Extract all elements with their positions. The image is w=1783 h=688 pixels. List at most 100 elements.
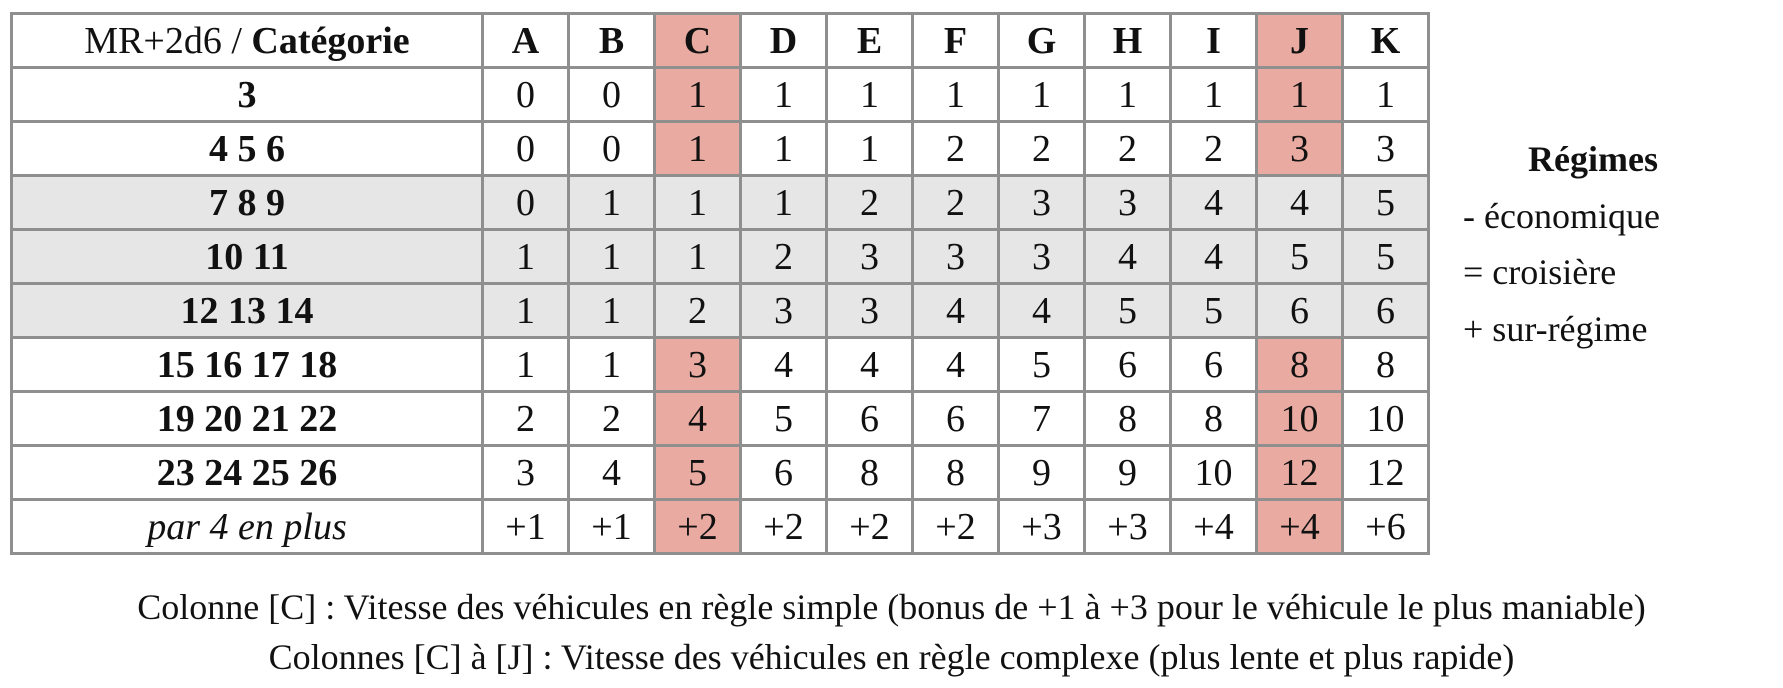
table-cell: 6 — [1255, 282, 1344, 339]
footer-label: par 4 en plus — [10, 498, 484, 555]
table-cell: 10 — [1169, 444, 1258, 501]
table-cell: 1 — [567, 282, 656, 339]
table-cell: 12 — [1341, 444, 1430, 501]
table-cell: 2 — [481, 390, 570, 447]
table-cell: 0 — [567, 120, 656, 177]
table-cell: 1 — [567, 174, 656, 231]
table-cell: 0 — [567, 66, 656, 123]
regime-economique: - économique — [1463, 195, 1660, 236]
table-cell: 3 — [653, 336, 742, 393]
row-label: 4 5 6 — [10, 120, 484, 177]
table-cell: 1 — [481, 228, 570, 285]
footer-cell: +1 — [481, 498, 570, 555]
table-cell: 3 — [997, 174, 1086, 231]
column-header-k: K — [1341, 12, 1430, 69]
table-cell: 6 — [825, 390, 914, 447]
table-cell: 3 — [997, 228, 1086, 285]
table-row: 12 13 14 1 1 2 3 3 4 4 5 5 6 6 — [10, 282, 1430, 339]
table-cell: 1 — [997, 66, 1086, 123]
table-cell: 1 — [739, 174, 828, 231]
table-cell: 1 — [739, 120, 828, 177]
table-cell: 0 — [481, 66, 570, 123]
table-cell: 4 — [653, 390, 742, 447]
note-simple-rule: Colonne [C] : Vitesse des véhicules en r… — [137, 587, 1646, 627]
table-cell: 1 — [825, 120, 914, 177]
footer-row: par 4 en plus +1 +1 +2 +2 +2 +2 +3 +3 +4 +4 +6 — [10, 498, 1430, 555]
table-cell: 6 — [1083, 336, 1172, 393]
table-cell: 3 — [739, 282, 828, 339]
table-cell: 1 — [1083, 66, 1172, 123]
table-cell: 4 — [997, 282, 1086, 339]
table-cell: 0 — [481, 174, 570, 231]
footer-cell: +1 — [567, 498, 656, 555]
footer-cell: +4 — [1169, 498, 1258, 555]
table-cell: 1 — [825, 66, 914, 123]
table-cell: 5 — [1341, 174, 1430, 231]
table-cell: 2 — [911, 120, 1000, 177]
table-cell: 5 — [653, 444, 742, 501]
table-cell: 1 — [653, 174, 742, 231]
table-cell: 12 — [1255, 444, 1344, 501]
table-cell: 1 — [911, 66, 1000, 123]
table-cell: 1 — [481, 336, 570, 393]
note-complex-rule: Colonnes [C] à [J] : Vitesse des véhicul… — [268, 637, 1515, 677]
table-cell: 8 — [1341, 336, 1430, 393]
table-cell: 1 — [1255, 66, 1344, 123]
column-header-c: C — [653, 12, 742, 69]
table-cell: 8 — [1169, 390, 1258, 447]
footer-cell: +2 — [825, 498, 914, 555]
table-cell: 4 — [1083, 228, 1172, 285]
corner-header: MR+2d6 / Catégorie — [10, 12, 484, 69]
table-cell: 6 — [911, 390, 1000, 447]
footer-cell: +3 — [997, 498, 1086, 555]
table-cell: 3 — [825, 228, 914, 285]
row-label: 23 24 25 26 — [10, 444, 484, 501]
table-cell: 4 — [1169, 228, 1258, 285]
column-header-f: F — [911, 12, 1000, 69]
table-cell: 3 — [825, 282, 914, 339]
regimes-title: Régimes — [1528, 139, 1658, 179]
table-cell: 5 — [997, 336, 1086, 393]
table-cell: 1 — [1169, 66, 1258, 123]
table-cell: 3 — [911, 228, 1000, 285]
speed-table: MR+2d6 / Catégorie A B C D E F G H I J K 3 0 0 1 1 1 1 1 1 1 1… — [10, 12, 1430, 555]
table-cell: 7 — [997, 390, 1086, 447]
table-cell: 4 — [1255, 174, 1344, 231]
table-cell: 2 — [1169, 120, 1258, 177]
notes: Colonne [C] : Vitesse des véhicules en r… — [0, 582, 1783, 682]
table-cell: 6 — [739, 444, 828, 501]
table-cell: 3 — [1341, 120, 1430, 177]
table-cell: 5 — [1169, 282, 1258, 339]
table-cell: 9 — [997, 444, 1086, 501]
row-label: 15 16 17 18 — [10, 336, 484, 393]
corner-prefix: MR+2d6 / — [84, 19, 252, 62]
regime-croisiere: = croisière — [1463, 252, 1617, 292]
table-cell: 5 — [1341, 228, 1430, 285]
footer-cell: +2 — [911, 498, 1000, 555]
footer-cell: +3 — [1083, 498, 1172, 555]
table-cell: 2 — [911, 174, 1000, 231]
table-cell: 2 — [825, 174, 914, 231]
table-cell: 8 — [825, 444, 914, 501]
column-header-i: I — [1169, 12, 1258, 69]
table-cell: 4 — [825, 336, 914, 393]
row-label: 7 8 9 — [10, 174, 484, 231]
table-cell: 8 — [1255, 336, 1344, 393]
column-header-b: B — [567, 12, 656, 69]
table-cell: 9 — [1083, 444, 1172, 501]
table-row: 15 16 17 18 1 1 3 4 4 4 5 6 6 8 8 — [10, 336, 1430, 393]
column-header-e: E — [825, 12, 914, 69]
table-cell: 1 — [1341, 66, 1430, 123]
table-row: 19 20 21 22 2 2 4 5 6 6 7 8 8 10 10 — [10, 390, 1430, 447]
table-cell: 2 — [567, 390, 656, 447]
column-header-j: J — [1255, 12, 1344, 69]
table-cell: 2 — [739, 228, 828, 285]
column-header-h: H — [1083, 12, 1172, 69]
regime-sur-regime: + sur-régime — [1463, 308, 1648, 349]
table-cell: 5 — [739, 390, 828, 447]
regimes-legend: Régimes - économique = croisière + sur-r… — [1463, 131, 1723, 357]
table-cell: 4 — [567, 444, 656, 501]
corner-category: Catégorie — [251, 19, 410, 62]
